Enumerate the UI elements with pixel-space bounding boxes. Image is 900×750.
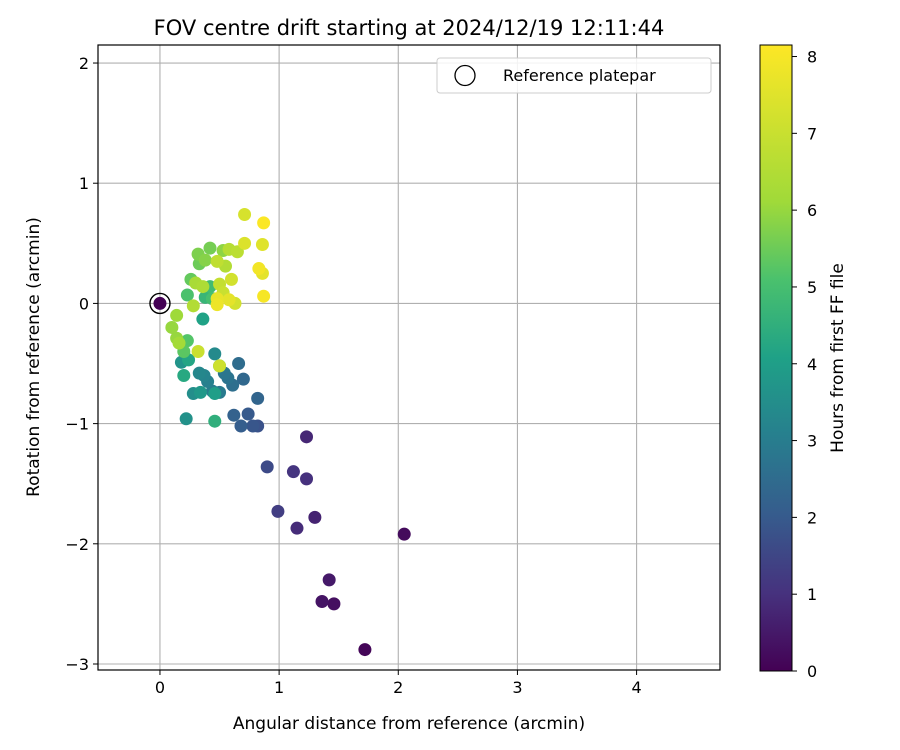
- data-point: [196, 280, 210, 294]
- data-point: [241, 407, 255, 421]
- colorbar-ticks: 0 1 2 3 4 5 6 7 8: [792, 48, 817, 681]
- data-point: [153, 296, 167, 310]
- data-point: [210, 254, 224, 268]
- data-point: [208, 387, 222, 401]
- data-point: [260, 460, 274, 474]
- data-point: [170, 308, 184, 322]
- data-point: [238, 236, 252, 250]
- colorbar-frame: [759, 44, 793, 672]
- legend-marker: [454, 64, 476, 87]
- data-point: [232, 357, 246, 371]
- colorbar-tick-label: 1: [807, 585, 817, 604]
- data-point: [180, 288, 194, 302]
- x-axis-label: Angular distance from reference (arcmin): [233, 714, 585, 734]
- y-tick-label: −2: [65, 535, 89, 554]
- colorbar-tick-label: 8: [807, 48, 817, 67]
- x-axis-ticks: 0 1 2 3 4: [155, 670, 642, 697]
- data-point: [308, 510, 322, 524]
- data-point: [257, 289, 271, 303]
- colorbar: 0 1 2 3 4 5 6 7 8 Hours from first FF file: [759, 44, 848, 681]
- data-point: [208, 347, 222, 361]
- data-point: [186, 299, 200, 313]
- data-point: [238, 207, 252, 221]
- colorbar-gradient: [760, 45, 792, 671]
- data-point: [224, 272, 238, 286]
- data-point: [234, 419, 248, 433]
- data-point: [271, 504, 285, 518]
- data-point: [179, 412, 193, 426]
- data-point: [210, 298, 224, 312]
- colorbar-tick-label: 4: [807, 355, 817, 374]
- data-point: [300, 472, 314, 486]
- y-tick-label: 1: [79, 174, 89, 193]
- colorbar-tick-label: 6: [807, 201, 817, 220]
- data-point: [286, 465, 300, 479]
- colorbar-label: Hours from first FF file: [828, 263, 848, 453]
- chart-title: FOV centre drift starting at 2024/12/19 …: [154, 16, 665, 40]
- y-tick-label: 0: [79, 294, 89, 313]
- plot-frame: [97, 44, 721, 671]
- data-point: [193, 385, 207, 399]
- data-point: [172, 336, 186, 350]
- data-point: [208, 414, 222, 428]
- data-point: [236, 372, 250, 386]
- colorbar-tick-label: 5: [807, 278, 817, 297]
- y-axis-ticks: −3 −2 −1 0 1 2: [65, 54, 98, 674]
- grid: [98, 45, 720, 670]
- data-point: [198, 253, 212, 267]
- data-point: [322, 573, 336, 587]
- colorbar-tick-label: 0: [807, 662, 817, 681]
- y-tick-label: −3: [65, 655, 89, 674]
- y-tick-label: 2: [79, 54, 89, 73]
- data-point: [257, 216, 271, 230]
- data-point: [227, 408, 241, 422]
- data-point: [300, 430, 314, 444]
- x-tick-label: 4: [631, 678, 641, 697]
- data-point: [315, 594, 329, 608]
- legend-entry-reference-platepar: Reference platepar: [503, 66, 656, 85]
- x-tick-label: 3: [512, 678, 522, 697]
- data-point: [358, 643, 372, 657]
- data-point: [177, 369, 191, 383]
- legend-box: [436, 57, 712, 94]
- x-tick-label: 2: [393, 678, 403, 697]
- data-point: [191, 344, 205, 358]
- reference-platepar-marker: [149, 292, 171, 315]
- data-point: [246, 419, 260, 433]
- y-axis-label: Rotation from reference (arcmin): [24, 217, 44, 497]
- data-point: [222, 293, 236, 307]
- legend: Reference platepar: [436, 57, 712, 94]
- data-point: [397, 527, 411, 541]
- colorbar-tick-label: 2: [807, 508, 817, 527]
- data-point: [196, 312, 210, 326]
- data-point: [255, 238, 269, 252]
- colorbar-tick-label: 7: [807, 124, 817, 143]
- y-tick-label: −1: [65, 415, 89, 434]
- data-point: [252, 262, 266, 276]
- data-point: [203, 241, 217, 255]
- x-tick-label: 0: [155, 678, 165, 697]
- data-point: [251, 391, 265, 405]
- data-points: [149, 207, 411, 657]
- data-point: [192, 366, 206, 380]
- data-point: [165, 320, 179, 334]
- x-tick-label: 1: [274, 678, 284, 697]
- colorbar-tick-label: 3: [807, 432, 817, 451]
- data-point: [290, 521, 304, 535]
- data-point: [213, 359, 227, 373]
- data-point: [327, 597, 341, 611]
